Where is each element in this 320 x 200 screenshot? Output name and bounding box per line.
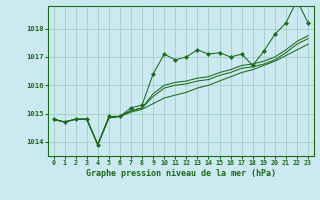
X-axis label: Graphe pression niveau de la mer (hPa): Graphe pression niveau de la mer (hPa): [86, 169, 276, 178]
